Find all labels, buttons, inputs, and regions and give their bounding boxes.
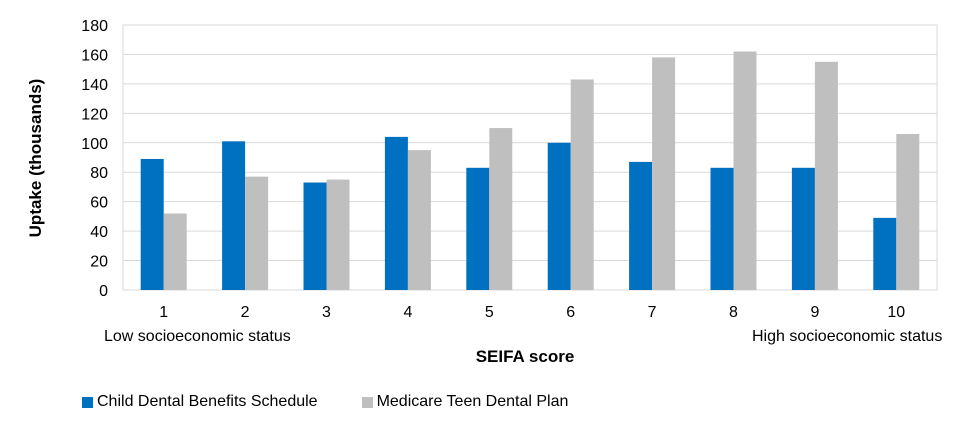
x-tick-label: 8 <box>729 304 738 321</box>
legend-label-cdbs: Child Dental Benefits Schedule <box>97 393 318 410</box>
y-tick-label: 80 <box>90 165 108 182</box>
bar-cdbs-1 <box>140 158 164 290</box>
bar-mtdp-9 <box>814 61 838 290</box>
bar-cdbs-5 <box>466 167 490 290</box>
y-tick-labels: 0 20 40 60 80 100 120 140 160 180 <box>81 18 108 300</box>
y-tick-label: 100 <box>81 136 108 153</box>
bar-mtdp-1 <box>163 213 187 290</box>
x-tick-labels: 1 2 3 4 5 6 7 8 9 10 <box>159 304 905 321</box>
bar-mtdp-5 <box>489 128 513 290</box>
y-tick-label: 60 <box>90 195 108 212</box>
bar-mtdp-6 <box>570 79 594 290</box>
bar-mtdp-7 <box>652 57 676 291</box>
bars <box>140 51 920 291</box>
bar-cdbs-10 <box>873 217 897 290</box>
x-tick-label: 10 <box>887 304 905 321</box>
plot-border <box>122 24 938 291</box>
y-tick-label: 140 <box>81 77 108 94</box>
bar-mtdp-2 <box>245 176 269 290</box>
x-tick-label: 7 <box>648 304 657 321</box>
bar-cdbs-3 <box>303 182 327 290</box>
high-socioeconomic-annotation: High socioeconomic status <box>752 328 943 345</box>
x-tick-label: 4 <box>403 304 412 321</box>
legend-swatch-mtdp <box>361 396 373 408</box>
y-tick-label: 40 <box>90 224 108 241</box>
y-tick-label: 0 <box>99 283 108 300</box>
bar-chart: 0 20 40 60 80 100 120 140 160 180 1 2 3 4 5 6 7 8 9 10 Upt… <box>26 18 938 366</box>
x-tick-label: 3 <box>322 304 331 321</box>
bar-cdbs-8 <box>710 167 734 290</box>
legend-item-mtdp: Medicare Teen Dental Plan <box>361 393 569 411</box>
y-tick-label: 20 <box>90 254 108 271</box>
legend-item-cdbs: Child Dental Benefits Schedule <box>82 393 318 411</box>
y-tick-label: 180 <box>81 18 108 35</box>
x-tick-label: 2 <box>241 304 250 321</box>
bar-cdbs-6 <box>547 142 571 290</box>
y-tick-label: 120 <box>81 106 108 123</box>
x-tick-label: 6 <box>566 304 575 321</box>
legend-label-mtdp: Medicare Teen Dental Plan <box>376 393 569 410</box>
low-socioeconomic-annotation: Low socioeconomic status <box>104 328 291 345</box>
bar-mtdp-4 <box>407 150 431 290</box>
y-axis-title: Uptake (thousands) <box>26 79 45 238</box>
bar-mtdp-3 <box>326 179 350 290</box>
x-tick-label: 1 <box>159 304 168 321</box>
x-tick-label: 9 <box>810 304 819 321</box>
bar-mtdp-8 <box>733 51 757 290</box>
legend: Child Dental Benefits Schedule Medicare … <box>82 393 612 411</box>
legend-swatch-cdbs <box>82 396 93 408</box>
x-tick-label: 5 <box>485 304 494 321</box>
bar-cdbs-9 <box>791 167 815 290</box>
bar-cdbs-2 <box>222 141 246 290</box>
bar-cdbs-7 <box>629 161 653 290</box>
bar-mtdp-10 <box>896 133 920 290</box>
y-tick-label: 160 <box>81 47 108 64</box>
x-axis-title: SEIFA score <box>476 347 575 366</box>
bar-cdbs-4 <box>384 136 408 290</box>
